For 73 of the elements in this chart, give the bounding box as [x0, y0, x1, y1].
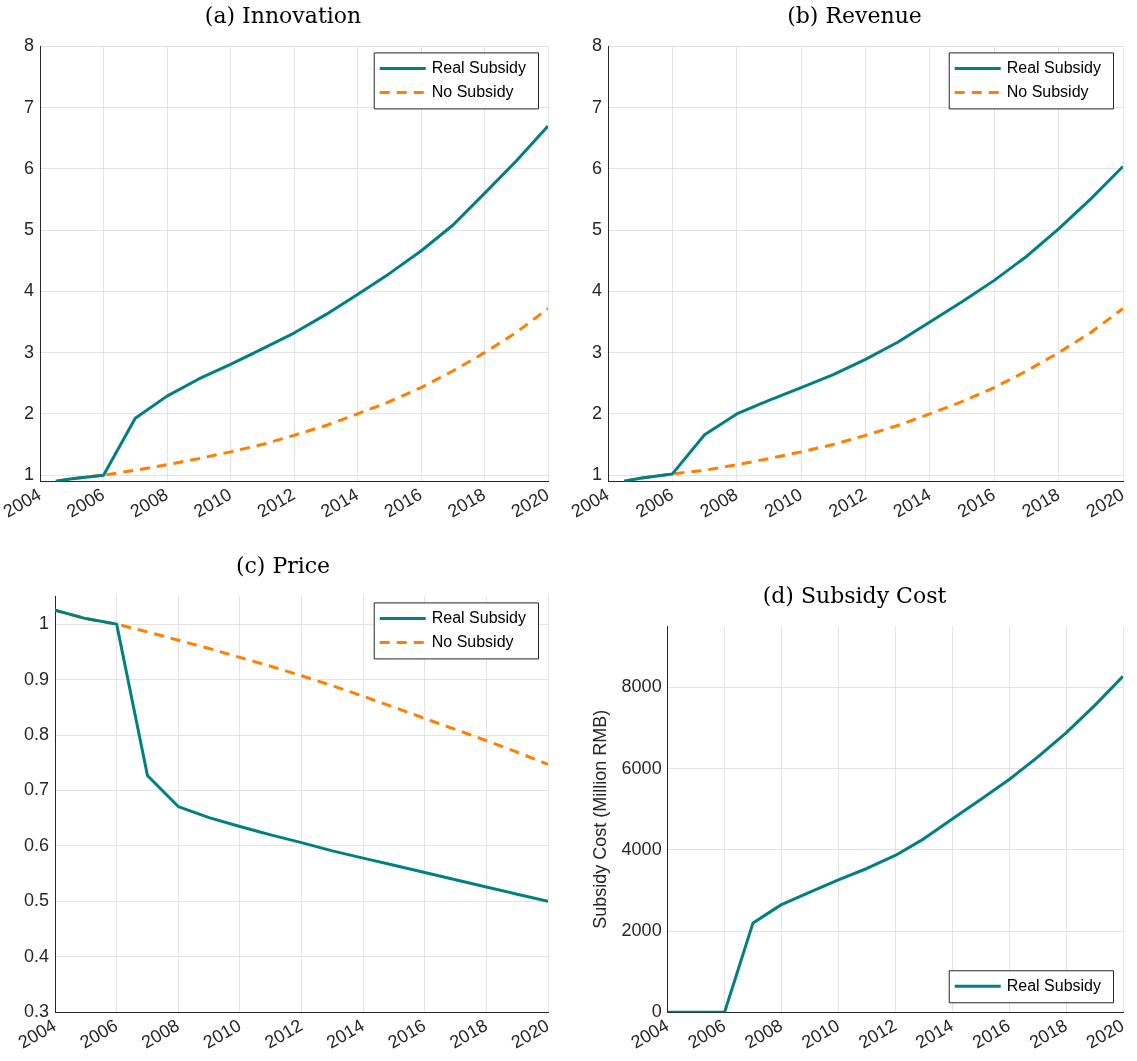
y-tick-label: 4 — [592, 280, 603, 301]
y-tick-label: 6 — [592, 157, 603, 178]
chart-title: (b) Revenue — [787, 2, 922, 28]
y-tick-label: 7 — [592, 96, 603, 117]
x-tick-label: 2010 — [190, 484, 235, 522]
x-tick-label: 2012 — [825, 484, 870, 522]
y-tick-label: 4000 — [621, 838, 662, 859]
legend-label: Real Subsidy — [431, 58, 527, 76]
legend-label: Real Subsidy — [1006, 58, 1102, 76]
x-tick-label: 2020 — [1082, 484, 1128, 522]
chart-title: (a) Innovation — [204, 2, 362, 28]
y-tick-label: 0.4 — [23, 945, 50, 966]
y-tick-label: 6000 — [621, 757, 662, 778]
x-tick-label: 2004 — [567, 484, 613, 522]
legend-label: No Subsidy — [431, 82, 514, 100]
y-tick-label: 4 — [24, 280, 35, 301]
x-tick-label: 2020 — [1082, 1015, 1128, 1053]
chart-title: (d) Subsidy Cost — [762, 582, 947, 608]
y-tick-label: 2 — [592, 402, 603, 423]
y-tick-label: 3 — [592, 341, 603, 362]
x-tick-label: 2006 — [76, 1015, 122, 1053]
x-tick-label: 2012 — [253, 484, 299, 522]
y-tick-label: 6 — [24, 157, 35, 178]
x-tick-label: 2014 — [322, 1015, 368, 1053]
x-tick-label: 2008 — [741, 1015, 786, 1053]
y-tick-label: 0.8 — [23, 723, 50, 744]
x-tick-label: 2014 — [889, 484, 935, 522]
y-tick-label: 1 — [592, 464, 603, 485]
y-tick-label: 1 — [39, 613, 50, 634]
y-tick-label: 0.9 — [23, 668, 50, 689]
x-tick-label: 2010 — [199, 1015, 245, 1053]
x-tick-label: 2012 — [855, 1015, 900, 1053]
y-tick-label: 0.6 — [23, 834, 50, 855]
legend-label: No Subsidy — [431, 632, 514, 650]
x-tick-label: 2006 — [632, 484, 677, 522]
chart-title: (c) Price — [235, 552, 331, 578]
x-tick-label: 2010 — [760, 484, 806, 522]
x-tick-label: 2014 — [912, 1015, 957, 1053]
x-tick-label: 2018 — [1018, 484, 1064, 522]
y-tick-label: 8000 — [621, 676, 662, 697]
y-tick-label: 5 — [592, 219, 603, 240]
x-tick-label: 2006 — [684, 1015, 730, 1053]
x-tick-label: 2020 — [507, 484, 553, 522]
x-tick-label: 2008 — [138, 1015, 183, 1053]
x-tick-label: 2016 — [954, 484, 999, 522]
legend-label: No Subsidy — [1006, 82, 1089, 100]
x-tick-label: 2014 — [317, 484, 362, 522]
y-tick-label: 1 — [24, 464, 35, 485]
y-tick-label: 0.7 — [23, 779, 50, 800]
legend-label: Real Subsidy — [1006, 976, 1102, 994]
x-tick-label: 2018 — [1025, 1015, 1071, 1053]
y-axis-title: Subsidy Cost (Million RMB) — [589, 709, 610, 929]
y-tick-label: 8 — [24, 35, 35, 56]
y-tick-label: 3 — [24, 341, 35, 362]
y-tick-label: 5 — [24, 219, 35, 240]
legend-label: Real Subsidy — [431, 608, 527, 626]
y-tick-label: 2 — [24, 402, 35, 423]
x-tick-label: 2012 — [261, 1015, 306, 1053]
x-tick-label: 2016 — [968, 1015, 1014, 1053]
x-tick-label: 2008 — [126, 484, 172, 522]
y-tick-label: 2000 — [621, 920, 662, 940]
x-tick-label: 2020 — [507, 1015, 553, 1053]
x-tick-label: 2006 — [63, 484, 108, 522]
x-tick-label: 2018 — [446, 1015, 491, 1053]
y-tick-label: 7 — [24, 96, 35, 117]
x-tick-label: 2004 — [0, 484, 45, 522]
x-tick-label: 2018 — [444, 484, 489, 522]
x-tick-label: 2010 — [798, 1015, 843, 1053]
x-tick-label: 2008 — [696, 484, 742, 522]
x-tick-label: 2016 — [380, 484, 426, 522]
y-tick-label: 8 — [592, 35, 603, 56]
x-tick-label: 2016 — [384, 1015, 430, 1053]
y-tick-label: 0.5 — [23, 890, 50, 911]
